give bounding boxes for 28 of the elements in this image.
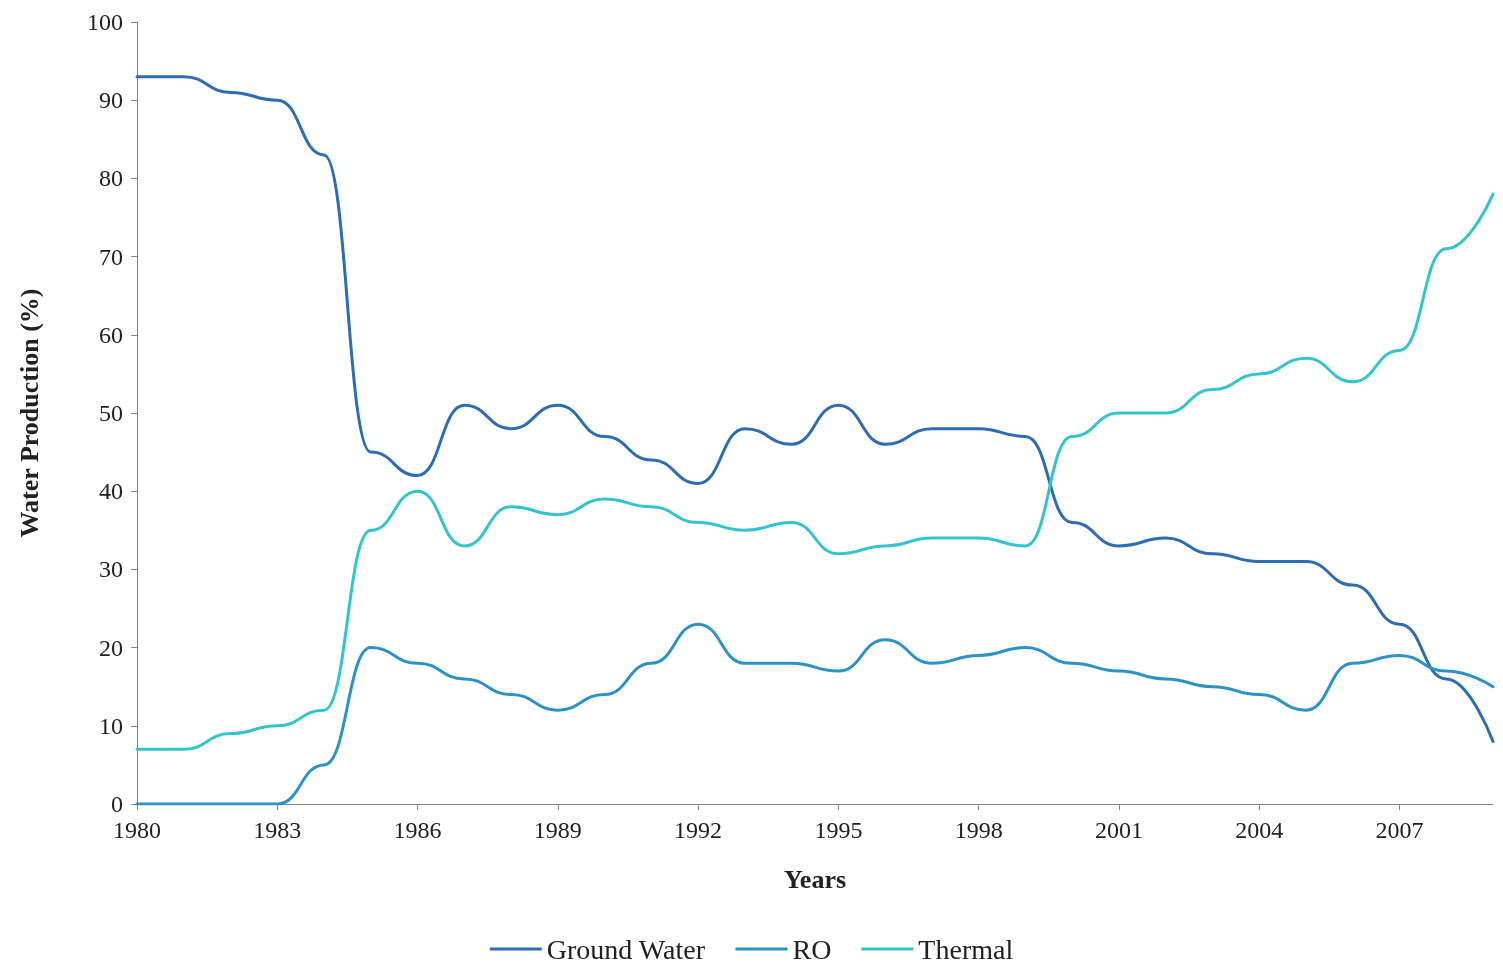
x-tick-label: 1983 bbox=[253, 817, 302, 843]
line-series bbox=[135, 192, 1495, 751]
x-tick-label: 1989 bbox=[533, 817, 582, 843]
y-tick-label: 40 bbox=[99, 478, 123, 505]
y-tick-label: 80 bbox=[99, 165, 123, 192]
x-tick-label: 1998 bbox=[954, 817, 1003, 843]
y-axis-title: Water Production (%) bbox=[14, 288, 44, 538]
y-tick-label: 60 bbox=[99, 321, 123, 348]
x-tick-label: 2001 bbox=[1094, 817, 1143, 843]
x-axis-title: Years bbox=[783, 864, 847, 894]
line-series bbox=[135, 75, 1495, 743]
x-tick-label: 1995 bbox=[814, 817, 863, 843]
y-tick-label: 10 bbox=[99, 712, 123, 739]
legend-label: Thermal bbox=[918, 933, 1014, 965]
x-tick-label: 1992 bbox=[674, 817, 723, 843]
y-tick-label: 0 bbox=[111, 791, 123, 817]
y-tick-label: 90 bbox=[99, 87, 123, 114]
x-tick-label: 1986 bbox=[393, 817, 442, 843]
x-tick-label: 2004 bbox=[1235, 817, 1284, 843]
x-tick-label: 2007 bbox=[1375, 817, 1424, 843]
y-tick-label: 50 bbox=[99, 400, 123, 426]
y-tick-label: 30 bbox=[99, 556, 123, 583]
y-tick-label: 70 bbox=[99, 243, 123, 270]
legend-label: RO bbox=[792, 933, 832, 965]
y-tick-label: 20 bbox=[99, 634, 123, 661]
y-tick-label: 100 bbox=[87, 9, 123, 35]
legend-label: Ground Water bbox=[546, 933, 706, 965]
x-tick-label: 1980 bbox=[113, 817, 161, 843]
